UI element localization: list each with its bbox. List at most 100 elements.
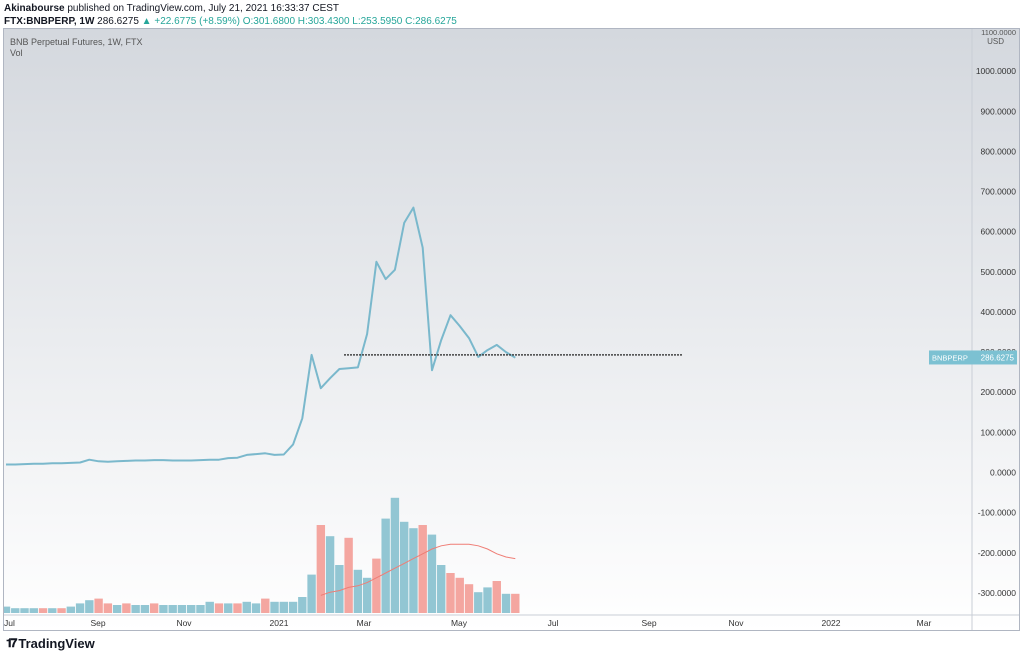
x-axis[interactable]: Jul Sep Nov 2021 Mar May Jul Sep Nov 2022 Mar bbox=[4, 614, 1020, 628]
y-tick-label: 800.0000 bbox=[981, 146, 1017, 156]
volume-bar bbox=[316, 525, 326, 613]
price-tag-value: 286.6275 bbox=[981, 353, 1015, 362]
volume-bar bbox=[196, 605, 205, 613]
y-axis-top-label: 1100.0000 bbox=[981, 29, 1016, 37]
volume-bar bbox=[492, 581, 501, 613]
y-tick-label: 400.0000 bbox=[981, 307, 1017, 317]
brand-name: TradingView bbox=[18, 636, 95, 651]
volume-bar bbox=[122, 603, 131, 613]
x-tick-label: Nov bbox=[728, 618, 744, 628]
y-tick-label: -200.0000 bbox=[978, 548, 1017, 558]
price-series-line bbox=[6, 206, 516, 466]
price-line bbox=[6, 206, 516, 466]
publish-line: Akinabourse published on TradingView.com… bbox=[4, 2, 457, 15]
volume-bar bbox=[325, 536, 335, 613]
volume-bar bbox=[288, 601, 298, 613]
chart-title: BNB Perpetual Futures, 1W, FTX bbox=[10, 37, 143, 47]
volume-bar bbox=[501, 593, 511, 613]
volume-bar bbox=[362, 577, 372, 613]
volume-bar bbox=[418, 525, 427, 613]
chart-background bbox=[4, 29, 1019, 630]
y-tick-label: 500.0000 bbox=[981, 267, 1017, 277]
volume-bar bbox=[483, 587, 492, 613]
y-axis[interactable]: 1000.0000 900.0000 800.0000 700.0000 600.000… bbox=[929, 29, 1017, 631]
volume-bar bbox=[511, 593, 520, 613]
volume-bar bbox=[75, 603, 85, 613]
tradingview-logo[interactable]: 𝟏𝟕 TradingView bbox=[6, 636, 95, 651]
volume-bar bbox=[474, 592, 483, 613]
x-tick-label: 2021 bbox=[270, 618, 289, 628]
volume-bar bbox=[57, 608, 66, 613]
y-tick-label: -100.0000 bbox=[978, 508, 1017, 518]
ohlc-line: FTX:BNBPERP, 1W 286.6275 ▲ +22.6775 (+8.… bbox=[4, 15, 457, 28]
volume-bar bbox=[131, 605, 140, 613]
volume-bar bbox=[307, 574, 316, 613]
indicator-label: Vol bbox=[10, 48, 23, 58]
x-tick-label: Jul bbox=[4, 618, 15, 628]
price-tag-name: BNBPERP bbox=[932, 353, 968, 362]
volume-ma-line bbox=[320, 543, 516, 596]
y-tick-label: 700.0000 bbox=[981, 187, 1017, 197]
y-tick-label: 200.0000 bbox=[981, 387, 1017, 397]
volume-bar bbox=[20, 608, 29, 613]
x-tick-label: 2022 bbox=[822, 618, 841, 628]
y-tick-label: 900.0000 bbox=[981, 106, 1017, 116]
volume-bars bbox=[4, 497, 520, 613]
volume-bar bbox=[390, 497, 400, 613]
volume-bar bbox=[335, 565, 344, 613]
volume-bar bbox=[214, 603, 224, 613]
x-tick-label: Mar bbox=[917, 618, 932, 628]
volume-bar bbox=[279, 601, 288, 613]
published-text: published on TradingView.com, July 21, 2… bbox=[67, 3, 340, 14]
volume-bar bbox=[261, 598, 270, 613]
volume-bar bbox=[381, 518, 390, 613]
volume-bar bbox=[177, 605, 187, 613]
publish-header: Akinabourse published on TradingView.com… bbox=[4, 2, 457, 28]
volume-bar bbox=[298, 597, 307, 613]
author-name[interactable]: Akinabourse bbox=[4, 3, 65, 14]
volume-bar bbox=[455, 577, 464, 613]
ohlc-values: O:301.6800 H:303.4300 L:253.5950 C:286.6… bbox=[242, 16, 457, 27]
volume-bar bbox=[427, 534, 437, 613]
symbol-label: FTX:BNBPERP, 1W bbox=[4, 16, 95, 27]
volume-bar bbox=[205, 601, 214, 613]
x-tick-label: Sep bbox=[90, 618, 105, 628]
volume-bar bbox=[353, 569, 363, 613]
volume-bar bbox=[270, 601, 279, 613]
volume-bar bbox=[437, 565, 446, 613]
volume-bar bbox=[140, 605, 150, 613]
currency-label: USD bbox=[987, 37, 1004, 46]
y-tick-label: 100.0000 bbox=[981, 427, 1017, 437]
volume-bar bbox=[464, 584, 474, 613]
volume-bar bbox=[372, 558, 381, 613]
x-tick-label: Nov bbox=[176, 618, 192, 628]
x-tick-label: May bbox=[451, 618, 468, 628]
y-tick-label: -300.0000 bbox=[978, 588, 1017, 598]
y-tick-label: 0.0000 bbox=[990, 468, 1016, 478]
volume-bar bbox=[159, 605, 168, 613]
tradingview-logo-icon: 𝟏𝟕 bbox=[6, 636, 17, 650]
volume-bar bbox=[187, 605, 196, 613]
volume-ma bbox=[320, 543, 516, 596]
x-tick-label: Jul bbox=[548, 618, 559, 628]
volume-bar bbox=[446, 573, 455, 613]
volume-bar bbox=[38, 608, 48, 613]
price-chart[interactable]: BNB Perpetual Futures, 1W, FTX Vol 1000.… bbox=[4, 29, 1020, 631]
volume-bar bbox=[11, 608, 20, 613]
volume-bar bbox=[48, 608, 57, 613]
x-tick-label: Mar bbox=[357, 618, 372, 628]
price-tag-box bbox=[929, 350, 1017, 365]
volume-bar bbox=[149, 603, 159, 613]
volume-bar bbox=[242, 601, 251, 613]
volume-bar bbox=[344, 537, 353, 613]
price-change: ▲ +22.6775 (+8.59%) bbox=[141, 16, 240, 27]
volume-bar bbox=[409, 528, 418, 613]
volume-bar bbox=[112, 605, 122, 613]
chart-frame[interactable]: BNB Perpetual Futures, 1W, FTX Vol 1000.… bbox=[3, 28, 1020, 631]
volume-bar bbox=[224, 603, 233, 613]
volume-bar bbox=[66, 606, 76, 613]
volume-bar bbox=[85, 600, 94, 613]
x-tick-label: Sep bbox=[641, 618, 656, 628]
y-tick-label: 1000.0000 bbox=[976, 66, 1016, 76]
volume-bar bbox=[29, 608, 38, 613]
